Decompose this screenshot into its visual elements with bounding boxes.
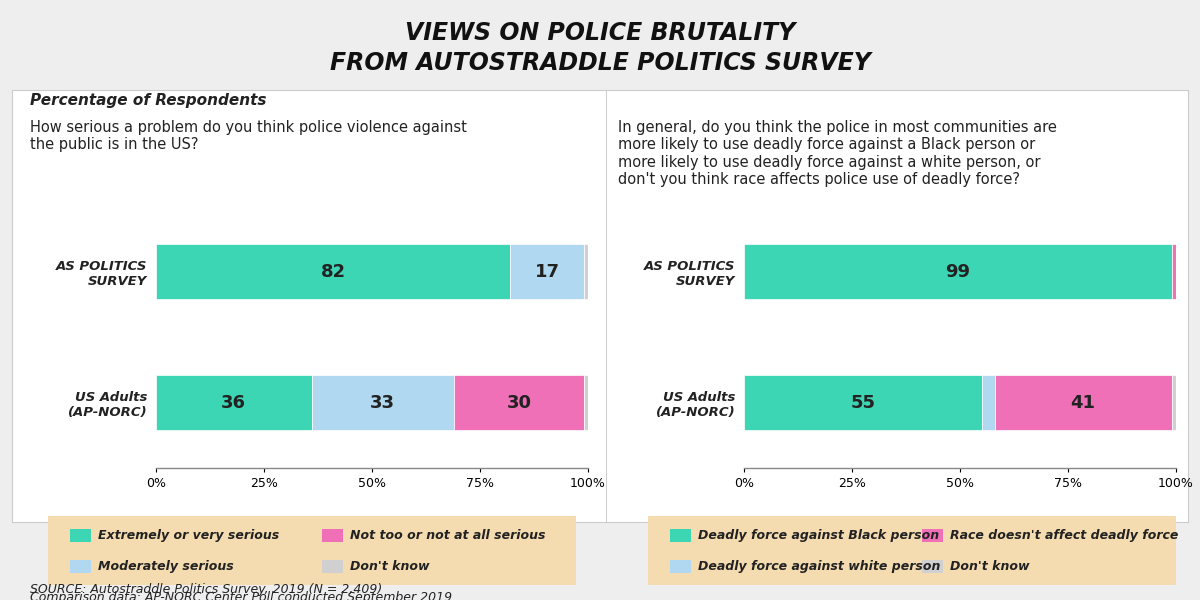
- Text: Not too or not at all serious: Not too or not at all serious: [350, 529, 546, 542]
- Text: 82: 82: [320, 263, 346, 281]
- Bar: [510, 244, 583, 299]
- Text: 33: 33: [371, 394, 395, 412]
- Text: 41: 41: [1070, 394, 1096, 412]
- Text: 55: 55: [851, 394, 875, 412]
- Text: 36: 36: [221, 394, 246, 412]
- Text: VIEWS ON POLICE BRUTALITY: VIEWS ON POLICE BRUTALITY: [404, 21, 796, 45]
- Text: Race doesn't affect deadly force: Race doesn't affect deadly force: [950, 529, 1178, 542]
- Text: Deadly force against Black person: Deadly force against Black person: [698, 529, 940, 542]
- Text: 99: 99: [946, 263, 971, 281]
- Bar: [156, 375, 312, 430]
- Bar: [454, 375, 583, 430]
- Bar: [156, 244, 510, 299]
- Text: How serious a problem do you think police violence against
the public is in the : How serious a problem do you think polic…: [30, 120, 467, 152]
- Text: Comparison data: AP-NORC Center Poll conducted September 2019.: Comparison data: AP-NORC Center Poll con…: [30, 590, 456, 600]
- Bar: [1171, 244, 1176, 299]
- Bar: [744, 244, 1171, 299]
- Bar: [1171, 375, 1176, 430]
- Text: 30: 30: [506, 394, 532, 412]
- Text: 17: 17: [534, 263, 559, 281]
- Bar: [995, 375, 1171, 430]
- Text: Don't know: Don't know: [950, 560, 1030, 573]
- Bar: [583, 375, 588, 430]
- Text: SOURCE: Autostraddle Politics Survey, 2019 (N = 2,409): SOURCE: Autostraddle Politics Survey, 20…: [30, 583, 383, 596]
- Text: Don't know: Don't know: [350, 560, 430, 573]
- Bar: [312, 375, 454, 430]
- Text: FROM AUTOSTRADDLE POLITICS SURVEY: FROM AUTOSTRADDLE POLITICS SURVEY: [330, 51, 870, 75]
- Text: Extremely or very serious: Extremely or very serious: [98, 529, 280, 542]
- Text: Moderately serious: Moderately serious: [98, 560, 234, 573]
- Bar: [982, 375, 995, 430]
- Text: Deadly force against white person: Deadly force against white person: [698, 560, 941, 573]
- Text: Percentage of Respondents: Percentage of Respondents: [30, 93, 266, 108]
- Bar: [744, 375, 982, 430]
- Text: In general, do you think the police in most communities are
more likely to use d: In general, do you think the police in m…: [618, 120, 1057, 187]
- Bar: [583, 244, 588, 299]
